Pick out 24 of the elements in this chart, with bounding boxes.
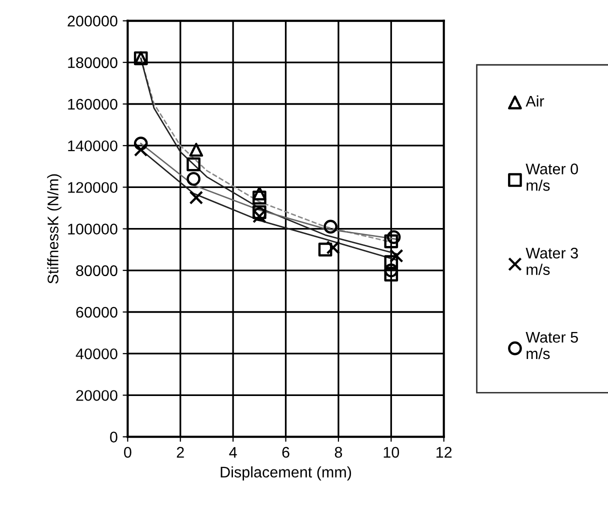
legend-label: Water 3 m/s xyxy=(526,248,578,275)
x-tick-label: 2 xyxy=(176,446,184,458)
x-axis-title: Displacement (mm) xyxy=(220,466,352,481)
legend-label: Air xyxy=(526,95,544,106)
y-tick-label: 180000 xyxy=(68,57,118,68)
x-tick-label: 12 xyxy=(436,446,452,458)
x-tick-label: 8 xyxy=(334,446,342,458)
y-tick-label: 40000 xyxy=(76,348,118,360)
x-tick-label: 4 xyxy=(229,447,237,458)
y-tick-label: 160000 xyxy=(68,98,118,110)
y-tick-label: 200000 xyxy=(68,16,118,26)
legend-label: Water 5 m/s xyxy=(526,332,578,360)
y-tick-label: 20000 xyxy=(76,390,118,401)
x-tick-label: 10 xyxy=(384,446,400,458)
y-tick-label: 140000 xyxy=(68,140,118,152)
x-tick-label: 0 xyxy=(124,446,132,458)
y-tick-label: 80000 xyxy=(76,265,118,276)
y-tick-label: 0 xyxy=(110,432,118,442)
y-axis-title: StiffnessK (N/m) xyxy=(47,174,62,284)
y-tick-label: 100000 xyxy=(68,224,118,234)
y-tick-label: 120000 xyxy=(68,182,118,193)
x-tick-label: 6 xyxy=(282,446,290,458)
y-tick-label: 60000 xyxy=(76,306,118,318)
legend-label: Water 0 m/s xyxy=(526,164,578,191)
